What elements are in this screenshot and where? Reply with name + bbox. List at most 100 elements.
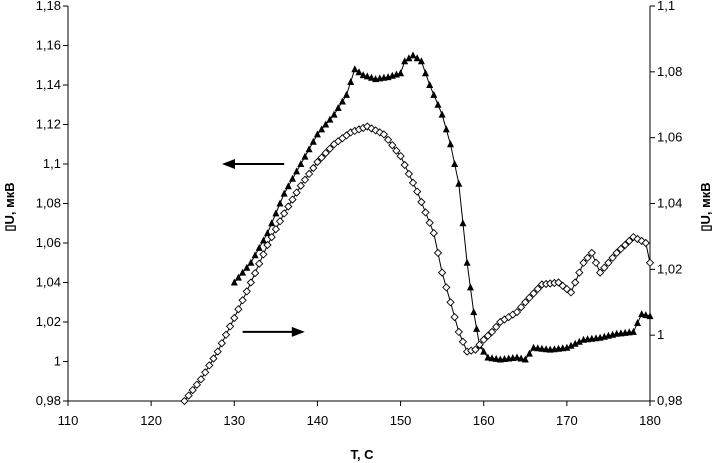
triangle-marker [629,327,637,335]
triangle-marker [434,100,442,108]
left-y-tick-label: 1,1 [43,156,61,171]
triangle-marker [521,355,529,363]
triangle-marker [280,189,288,197]
triangle-marker [517,354,525,362]
diamond-marker [595,268,605,277]
triangle-marker [563,343,571,351]
triangle-marker [255,243,263,251]
diamond-marker [300,175,310,184]
annotation-layer [221,159,305,337]
right-y-tick-label: 1,04 [657,196,682,211]
diamond-marker [450,312,459,322]
diamond-marker [396,151,405,161]
triangle-marker [230,278,238,286]
diamond-marker [479,335,488,344]
triangle-marker [575,337,583,345]
diamond-marker [583,253,592,262]
triangle-marker [438,110,446,118]
diamond-marker [201,368,210,377]
right-y-tick-label: 1,08 [657,64,682,79]
x-axis: 110 120 130 140 150 160 170 180 [58,401,661,428]
arrow-right-annotation [242,326,305,337]
right-y-axis-label: ▯U, мкВ [698,182,713,231]
diamond-marker [192,380,202,389]
diamond-marker [292,188,301,197]
triangle-marker [530,343,538,351]
diamond-marker [492,322,501,332]
left-y-axis-label: ▯U, мкВ [2,182,17,231]
triangle-marker [301,152,309,160]
left-y-tick-label: 1,12 [36,117,61,132]
triangle-marker [397,69,405,77]
triangle-marker [455,179,463,187]
diamond-marker [221,330,231,339]
diamond-marker [591,258,601,267]
diamond-marker [471,345,480,354]
triangle-marker [251,251,259,259]
triangle-marker [276,199,284,207]
diamond-marker [600,263,609,272]
diamond-marker [433,248,443,258]
triangle-marker [571,339,579,347]
triangle-marker [347,78,355,85]
triangle-marker [355,68,363,76]
triangle-marker [334,104,342,111]
triangle-marker [492,354,500,362]
diamond-marker [604,258,613,267]
triangle-marker [272,209,280,217]
diamond-marker [575,268,584,277]
diamond-marker [288,195,297,204]
diamond-marker [317,153,326,162]
series-filled-triangle [230,51,654,363]
triangle-marker [351,65,359,73]
diamond-marker [516,303,526,312]
x-axis-label: T, C [350,447,374,462]
right-y-tick-label: 1 [657,327,664,342]
triangle-marker [567,341,575,349]
triangle-marker [409,51,417,59]
triangle-marker [259,236,267,244]
diamond-marker [620,240,630,250]
diamond-marker [417,197,426,207]
diamond-marker [571,278,580,287]
diamond-marker [321,148,330,158]
triangle-marker [442,125,450,133]
triangle-marker [343,90,350,98]
x-tick-label: 120 [140,413,162,428]
triangle-marker [638,310,646,318]
left-y-tick-label: 1,14 [36,77,61,92]
arrow-head [291,326,305,337]
diamond-marker [280,209,289,218]
triangle-marker [234,273,242,281]
triangle-marker [338,97,346,105]
left-y-tick-label: 1 [54,354,61,369]
x-tick-label: 150 [390,413,412,428]
diamond-marker [196,375,206,384]
x-tick-label: 110 [58,413,79,428]
triangle-marker [466,283,474,291]
triangle-marker [484,353,492,361]
triangle-marker [297,160,305,167]
diamond-marker [383,135,393,144]
diamond-marker [533,284,542,294]
triangle-marker [413,54,421,62]
triangle-marker [322,120,330,128]
diamond-marker [238,296,247,305]
diamond-marker [400,160,409,170]
right-y-tick-label: 1,02 [657,261,682,276]
diamond-marker [180,396,189,406]
diamond-marker [437,268,447,277]
triangle-marker [313,130,321,138]
series-layer [180,51,655,406]
diamond-marker [267,232,276,242]
left-y-tick-label: 1,08 [36,196,61,211]
triangle-marker [488,354,496,362]
diamond-marker [325,144,335,153]
triangle-marker [368,73,375,81]
triangle-marker [538,344,546,352]
triangle-marker [309,137,317,145]
diamond-marker [458,337,468,346]
diamond-marker [421,208,430,217]
